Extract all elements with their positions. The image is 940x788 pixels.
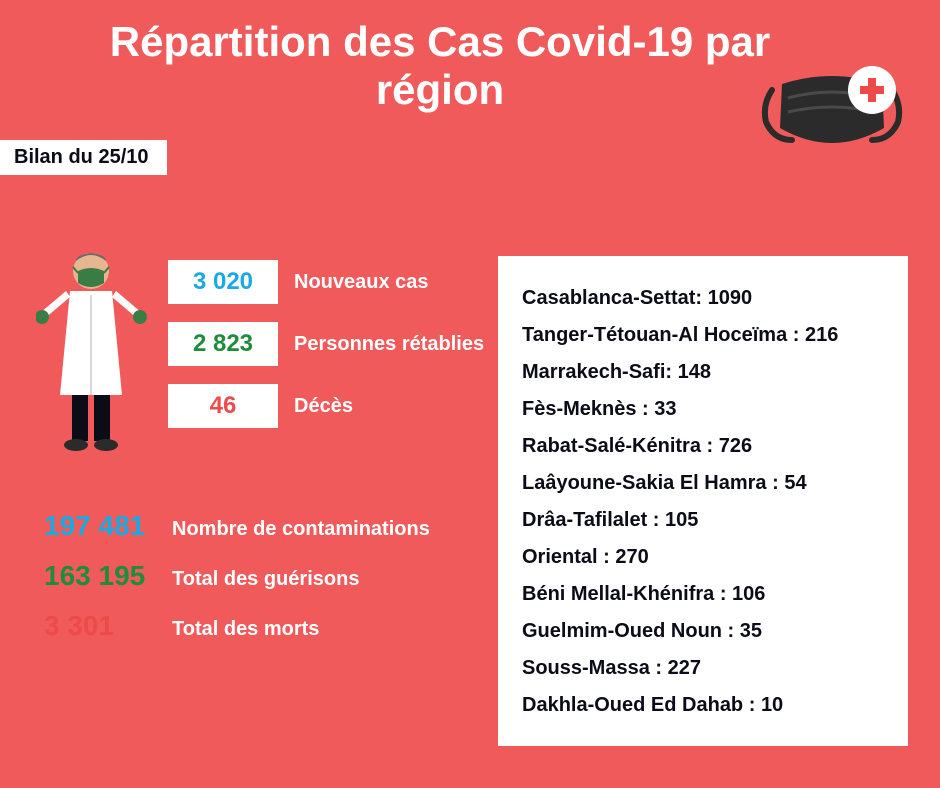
regions-panel: Casablanca-Settat: 1090 Tanger-Tétouan-A… (498, 256, 908, 746)
region-line: Fès-Meknès : 33 (522, 391, 886, 428)
total-label: Total des morts (172, 618, 319, 641)
total-row-deaths: 3 301 Total des morts (44, 610, 430, 642)
stat-label: Personnes rétablies (294, 333, 484, 356)
stat-label: Nouveaux cas (294, 271, 429, 294)
mask-icon (752, 50, 912, 170)
region-line: Guelmim-Oued Noun : 35 (522, 613, 886, 650)
region-line: Marrakech-Safi: 148 (522, 354, 886, 391)
date-badge: Bilan du 25/10 (0, 140, 167, 175)
totals-section: 197 481 Nombre de contaminations 163 195… (44, 510, 430, 660)
region-line: Casablanca-Settat: 1090 (522, 280, 886, 317)
total-value: 197 481 (44, 510, 154, 542)
stat-value: 2 823 (168, 322, 278, 366)
region-line: Tanger-Tétouan-Al Hoceïma : 216 (522, 317, 886, 354)
total-value: 3 301 (44, 610, 154, 642)
region-line: Dakhla-Oued Ed Dahab : 10 (522, 687, 886, 724)
daily-stats: 3 020 Nouveaux cas 2 823 Personnes rétab… (168, 260, 484, 446)
region-line: Béni Mellal-Khénifra : 106 (522, 576, 886, 613)
total-row-recoveries: 163 195 Total des guérisons (44, 560, 430, 592)
region-line: Souss-Massa : 227 (522, 650, 886, 687)
region-line: Oriental : 270 (522, 539, 886, 576)
total-label: Total des guérisons (172, 568, 359, 591)
infographic-canvas: Répartition des Cas Covid-19 par région … (0, 0, 940, 788)
stat-label: Décès (294, 395, 353, 418)
doctor-icon (36, 245, 156, 465)
stat-value: 3 020 (168, 260, 278, 304)
region-line: Laâyoune-Sakia El Hamra : 54 (522, 465, 886, 502)
region-line: Drâa-Tafilalet : 105 (522, 502, 886, 539)
stat-value: 46 (168, 384, 278, 428)
stat-row-new-cases: 3 020 Nouveaux cas (168, 260, 484, 304)
total-value: 163 195 (44, 560, 154, 592)
stat-row-recovered: 2 823 Personnes rétablies (168, 322, 484, 366)
total-label: Nombre de contaminations (172, 518, 430, 541)
region-line: Rabat-Salé-Kénitra : 726 (522, 428, 886, 465)
stat-row-deaths: 46 Décès (168, 384, 484, 428)
total-row-contaminations: 197 481 Nombre de contaminations (44, 510, 430, 542)
